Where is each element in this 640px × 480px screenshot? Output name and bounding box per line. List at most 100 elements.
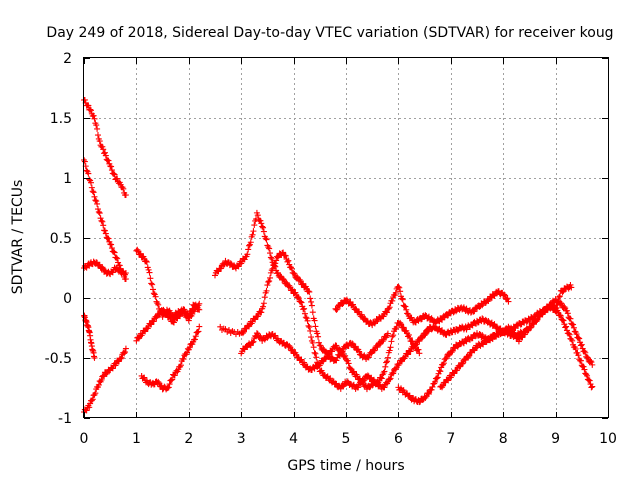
data-point <box>557 300 564 307</box>
data-point <box>298 299 305 306</box>
data-point <box>290 270 297 277</box>
data-point <box>251 222 258 229</box>
data-point <box>387 344 394 351</box>
data-point <box>436 367 443 374</box>
data-point <box>307 295 314 302</box>
data-point <box>392 289 399 296</box>
data-point <box>389 297 396 304</box>
data-point <box>118 354 125 361</box>
data-point <box>580 363 587 370</box>
data-point <box>122 349 129 356</box>
data-point <box>380 313 387 320</box>
data-point <box>265 278 272 285</box>
y-axis-label: SDTVAR / TECUs <box>10 180 26 295</box>
data-point <box>185 317 192 324</box>
data-point <box>309 309 316 316</box>
data-point <box>302 314 309 321</box>
data-point <box>91 115 98 122</box>
data-point <box>304 317 311 324</box>
data-point <box>98 376 105 383</box>
data-point <box>254 313 261 320</box>
x-tick-label: 4 <box>289 431 298 447</box>
data-point <box>267 250 274 257</box>
data-point <box>425 390 432 397</box>
data-point <box>264 282 271 289</box>
data-point <box>286 342 293 349</box>
series-track-1 <box>81 96 129 199</box>
data-point <box>81 96 88 103</box>
data-point <box>377 374 384 381</box>
data-point <box>246 242 253 249</box>
data-point <box>113 254 120 261</box>
data-point <box>572 345 579 352</box>
data-point <box>491 333 498 340</box>
data-point <box>584 372 591 379</box>
data-point <box>87 107 94 114</box>
data-point <box>260 224 267 231</box>
data-point <box>374 344 381 351</box>
data-point <box>291 270 298 277</box>
data-point <box>108 167 115 174</box>
data-point <box>108 241 115 248</box>
data-point <box>101 227 108 234</box>
data-point <box>90 189 97 196</box>
data-point <box>260 228 267 235</box>
data-point <box>317 342 324 349</box>
data-point <box>121 350 128 357</box>
data-point <box>501 292 508 299</box>
data-point <box>566 331 573 338</box>
data-point <box>280 277 287 284</box>
data-point <box>428 386 435 393</box>
data-point <box>398 321 405 328</box>
data-point <box>315 333 322 340</box>
data-point <box>122 192 129 199</box>
data-point <box>505 298 512 305</box>
data-point <box>102 230 109 237</box>
data-point <box>149 281 156 288</box>
data-point <box>329 354 336 361</box>
data-point <box>300 280 307 287</box>
data-point <box>120 185 127 192</box>
data-point <box>388 338 395 345</box>
data-point <box>101 267 108 274</box>
data-point <box>266 278 273 285</box>
data-point <box>329 348 336 355</box>
data-point <box>384 354 391 361</box>
data-point <box>90 112 97 119</box>
data-point <box>244 251 251 258</box>
data-point <box>88 397 95 404</box>
data-point <box>220 261 227 268</box>
data-point <box>305 322 312 329</box>
data-point <box>109 365 116 372</box>
data-point <box>249 231 256 238</box>
data-point <box>558 300 565 307</box>
data-point <box>460 360 467 367</box>
data-point <box>588 384 595 391</box>
data-point <box>446 352 453 359</box>
data-point <box>563 307 570 314</box>
data-point <box>264 334 271 341</box>
data-point <box>459 360 466 367</box>
data-point <box>575 352 582 359</box>
data-point <box>250 338 257 345</box>
data-point <box>320 346 327 353</box>
data-point <box>169 376 176 383</box>
data-point <box>462 357 469 364</box>
data-point <box>289 286 296 293</box>
data-point <box>356 308 363 315</box>
data-point <box>390 332 397 339</box>
data-point <box>100 222 107 229</box>
x-tick-label: 7 <box>446 431 455 447</box>
y-tick-label: 2 <box>63 51 72 67</box>
data-point <box>387 375 394 382</box>
data-point <box>100 372 107 379</box>
data-point <box>258 220 265 227</box>
data-point <box>96 138 103 145</box>
data-point <box>92 197 99 204</box>
data-point <box>166 381 173 388</box>
data-point <box>196 323 203 330</box>
x-tick-label: 10 <box>599 431 617 447</box>
data-point <box>440 360 447 367</box>
data-point <box>312 350 319 357</box>
